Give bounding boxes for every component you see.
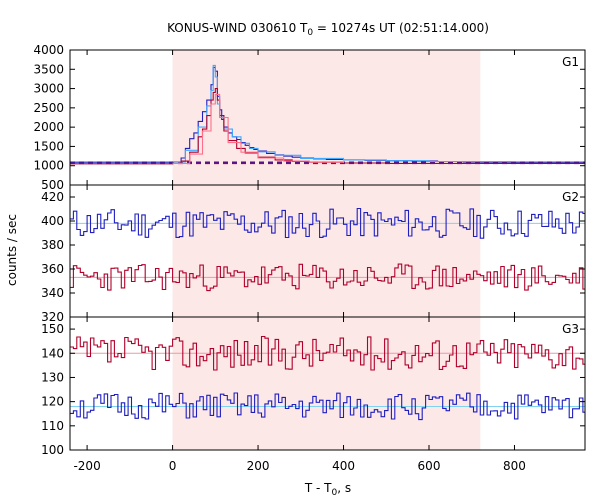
x-tick-label-0: -200: [73, 459, 100, 473]
series-g2-red: [70, 263, 585, 292]
y-tick-label-g1-6: 3500: [33, 62, 64, 76]
y-tick-label-g2-5: 420: [41, 190, 64, 204]
x-axis-label: T - T0, s: [304, 481, 351, 498]
series-g3-blue: [70, 392, 585, 421]
panel-label-g3: G3: [562, 322, 579, 336]
panel-label-g2: G2: [562, 190, 579, 204]
plot-layer: 5001000150020002500300035004000G13203403…: [33, 43, 586, 473]
y-tick-label-g2-0: 320: [41, 310, 64, 324]
y-tick-label-g1-5: 3000: [33, 82, 64, 96]
x-tick-label-5: 800: [503, 459, 526, 473]
y-tick-label-g1-4: 2500: [33, 101, 64, 115]
x-tick-label-1: 0: [169, 459, 177, 473]
x-tick-label-4: 600: [418, 459, 441, 473]
chart-title: KONUS-WIND 030610 T0 = 10274s UT (02:51:…: [167, 21, 489, 38]
y-tick-label-g1-3: 2000: [33, 120, 64, 134]
y-tick-label-g3-4: 140: [41, 346, 64, 360]
y-tick-label-g2-4: 400: [41, 214, 64, 228]
y-tick-label-g1-1: 1000: [33, 159, 64, 173]
panel-label-g1: G1: [562, 55, 579, 69]
series-g2-blue: [70, 207, 585, 239]
y-tick-label-g3-1: 110: [41, 419, 64, 433]
y-tick-label-g1-0: 500: [41, 178, 64, 192]
x-tick-label-2: 200: [247, 459, 270, 473]
y-tick-label-g3-3: 130: [41, 370, 64, 384]
y-tick-label-g3-2: 120: [41, 395, 64, 409]
y-tick-label-g3-0: 100: [41, 443, 64, 457]
y-tick-label-g3-5: 150: [41, 322, 64, 336]
y-axis-label: counts / sec: [5, 214, 19, 286]
y-tick-label-g1-2: 1500: [33, 139, 64, 153]
y-tick-label-g2-1: 340: [41, 286, 64, 300]
series-g1-pink: [172, 93, 345, 164]
x-tick-label-3: 400: [332, 459, 355, 473]
series-g3-red: [70, 335, 585, 371]
series-g1-light_blue: [172, 64, 481, 163]
y-tick-label-g1-7: 4000: [33, 43, 64, 57]
y-tick-label-g2-3: 380: [41, 238, 64, 252]
panel-frame-g3: [69, 316, 586, 451]
y-tick-label-g2-2: 360: [41, 262, 64, 276]
shaded-interval: [172, 50, 481, 450]
